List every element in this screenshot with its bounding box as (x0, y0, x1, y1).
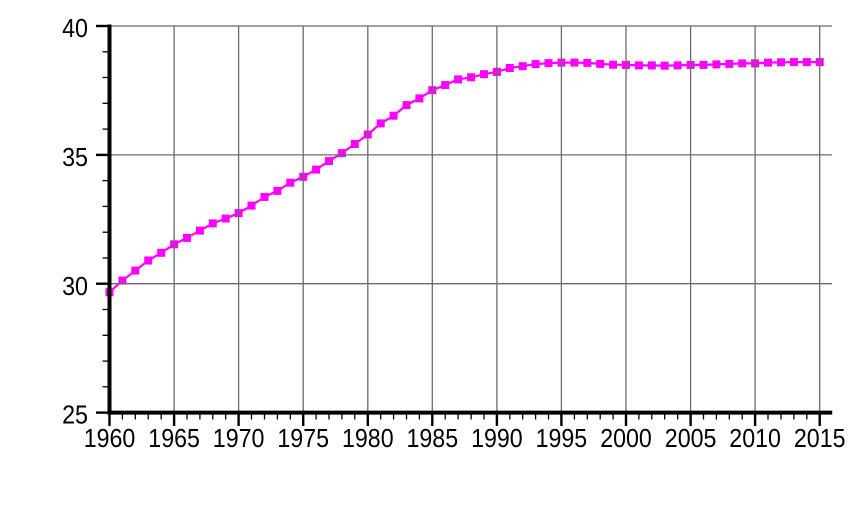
svg-text:1995: 1995 (536, 423, 588, 453)
svg-text:35: 35 (62, 142, 88, 172)
svg-text:1975: 1975 (277, 423, 329, 453)
svg-text:2005: 2005 (665, 423, 717, 453)
svg-text:1985: 1985 (407, 423, 459, 453)
svg-text:1990: 1990 (471, 423, 523, 453)
svg-text:2015: 2015 (794, 423, 846, 453)
svg-text:1965: 1965 (148, 423, 200, 453)
svg-text:2010: 2010 (729, 423, 781, 453)
svg-text:2000: 2000 (600, 423, 652, 453)
svg-text:40: 40 (62, 13, 88, 43)
svg-text:1970: 1970 (213, 423, 265, 453)
svg-text:25: 25 (62, 400, 88, 430)
svg-text:1960: 1960 (84, 423, 136, 453)
svg-text:1980: 1980 (342, 423, 394, 453)
svg-text:30: 30 (62, 271, 88, 301)
